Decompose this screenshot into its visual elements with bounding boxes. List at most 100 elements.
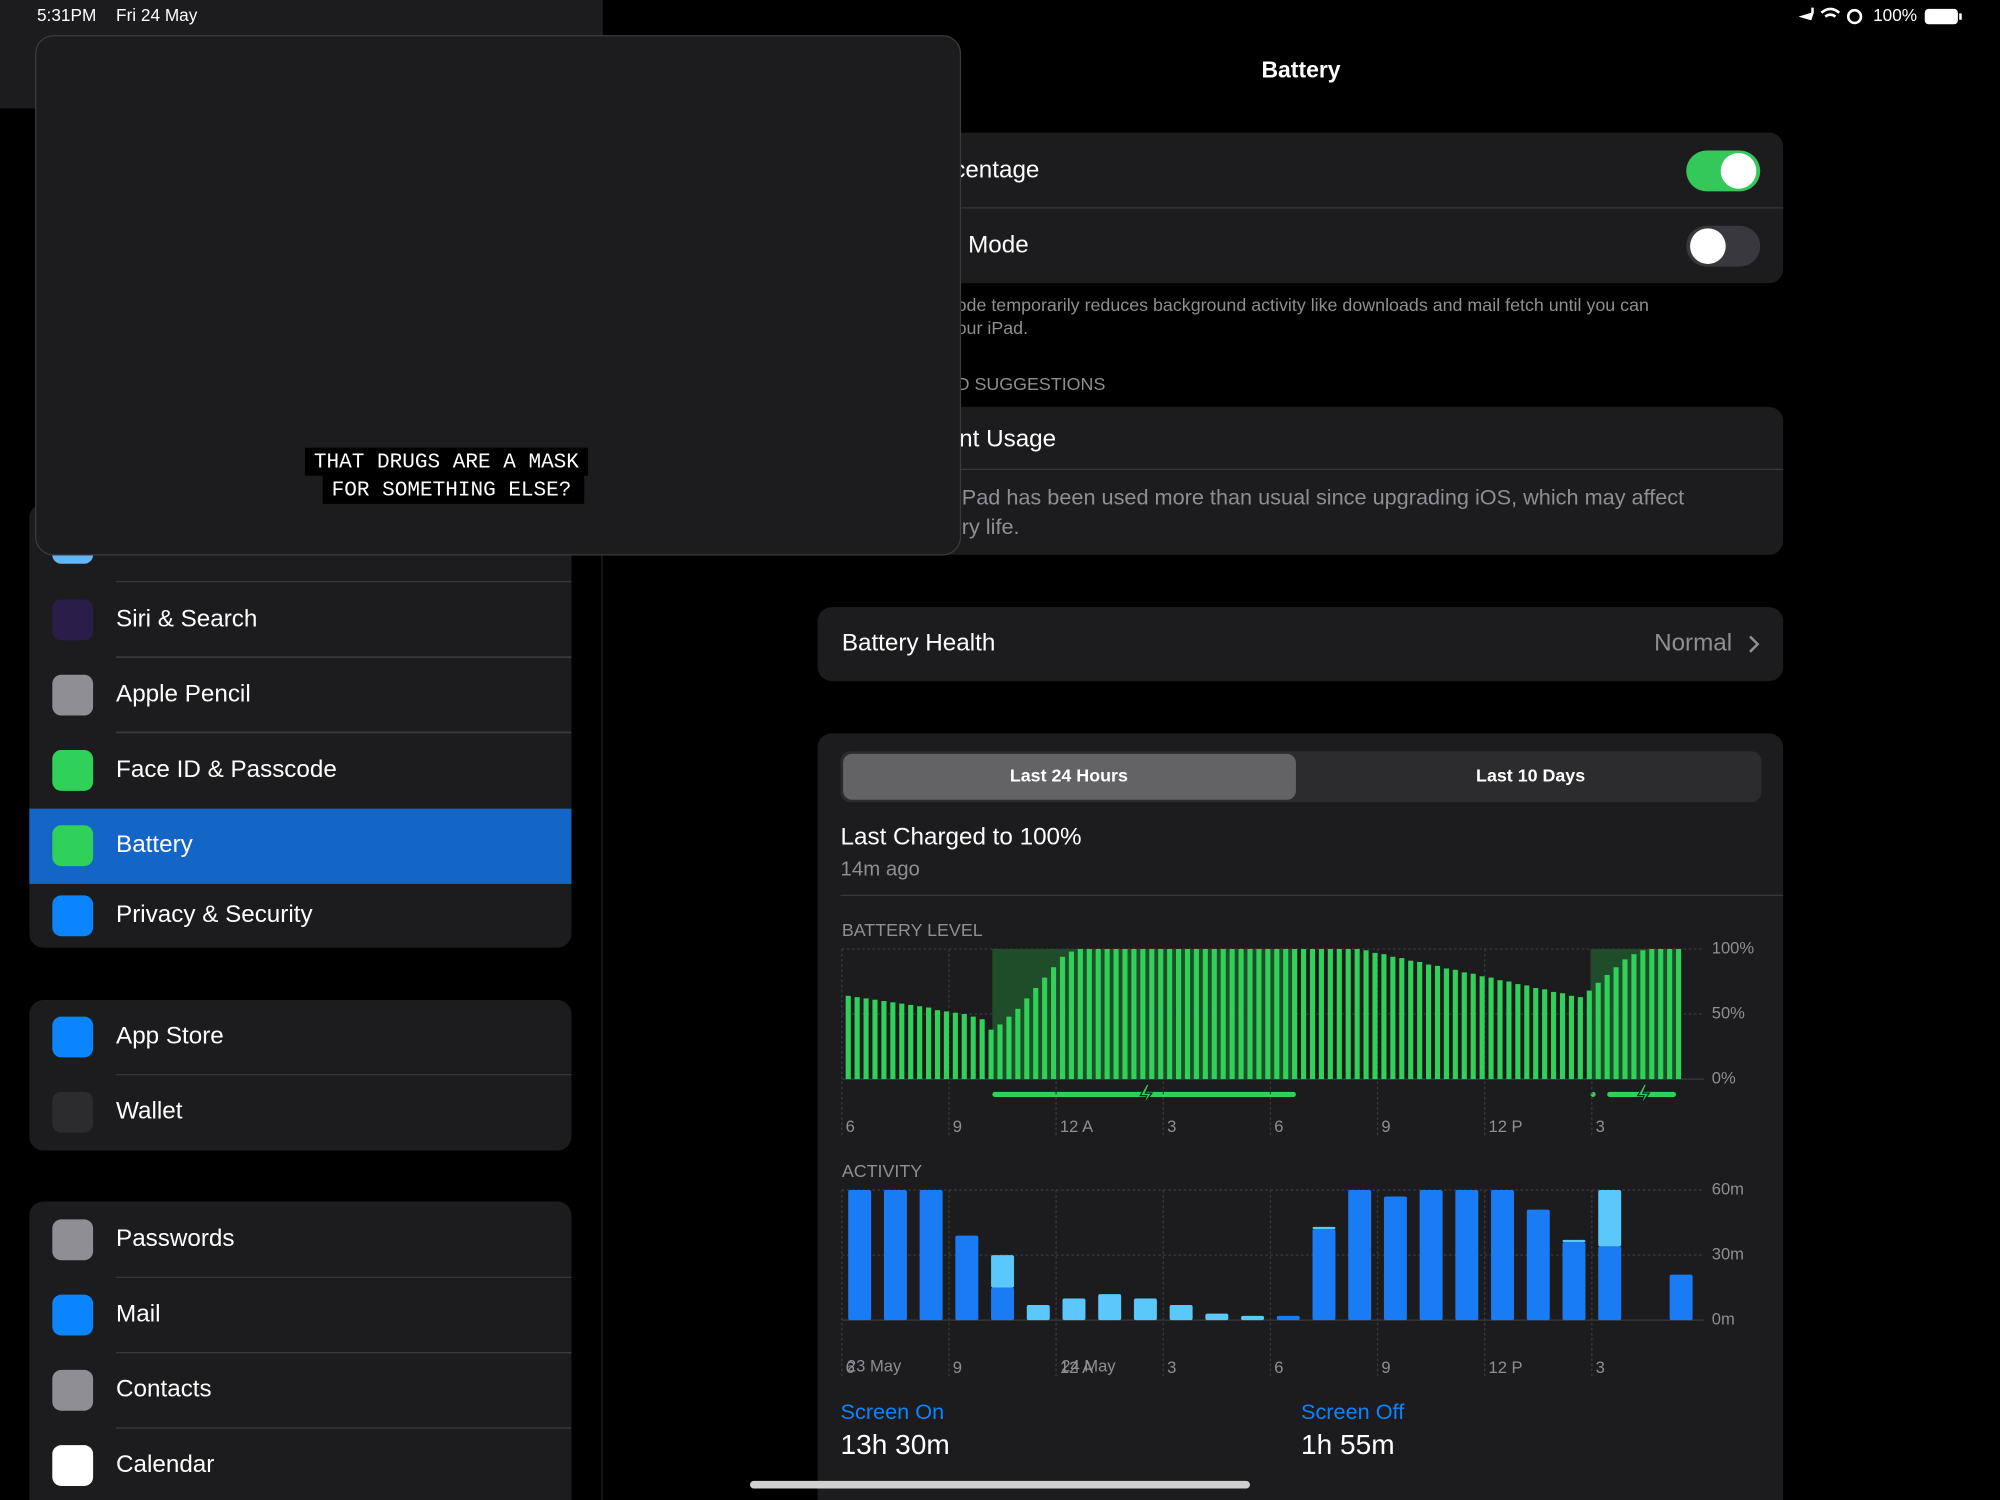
bar bbox=[1524, 985, 1530, 1080]
bar bbox=[1059, 956, 1066, 1080]
bar bbox=[1158, 948, 1164, 1080]
sidebar-item[interactable]: Contacts bbox=[116, 1376, 212, 1403]
segment[interactable]: Last 10 Days bbox=[1476, 766, 1585, 786]
x-tick-label: 12 P bbox=[1489, 1358, 1523, 1377]
summary-value: 1h 55m bbox=[1301, 1429, 1395, 1460]
nav-title: Battery bbox=[1261, 56, 1340, 82]
bar bbox=[1390, 956, 1396, 1080]
bolt bbox=[1636, 1083, 1651, 1107]
wifi-icon bbox=[1820, 7, 1841, 18]
bar bbox=[863, 998, 869, 1080]
icon bbox=[52, 895, 94, 937]
battery-tip bbox=[1959, 13, 1962, 20]
y-tick-label: 100% bbox=[1712, 938, 1755, 957]
sidebar-item[interactable]: Face ID & Passcode bbox=[116, 756, 337, 783]
bar bbox=[1381, 954, 1387, 1080]
bar-segment bbox=[1383, 1196, 1407, 1321]
suggestion-title: nt Usage bbox=[959, 425, 1056, 452]
bar bbox=[1506, 981, 1512, 1080]
bar bbox=[1372, 952, 1378, 1080]
bar-segment bbox=[1526, 1209, 1550, 1321]
y-tick-label: 60m bbox=[1712, 1179, 1744, 1198]
bar-segment bbox=[1562, 1239, 1586, 1243]
bar bbox=[854, 997, 860, 1080]
bar bbox=[1595, 982, 1601, 1080]
sidebar-item[interactable]: App Store bbox=[116, 1022, 224, 1049]
charts: BATTERY LEVEL 0% 50% 100% 6 9 12 A 3 6 9 12 P 3 ACTI… bbox=[841, 920, 1755, 1460]
bar-segment bbox=[955, 1235, 979, 1321]
bar-segment bbox=[1598, 1190, 1622, 1247]
bar-segment bbox=[1312, 1229, 1336, 1321]
bar-segment bbox=[991, 1287, 1015, 1321]
y-tick-label: 0% bbox=[1712, 1068, 1736, 1087]
bar-segment bbox=[1026, 1304, 1050, 1321]
sidebar: Siri & Search Apple Pencil Face ID & Passc… bbox=[52, 528, 572, 1486]
bar-segment bbox=[1133, 1298, 1157, 1321]
bar bbox=[1184, 948, 1191, 1080]
bar bbox=[1551, 991, 1557, 1080]
segment[interactable]: Last 24 Hours bbox=[1010, 766, 1128, 786]
bar bbox=[970, 1016, 976, 1080]
bar bbox=[1443, 968, 1449, 1080]
bar bbox=[1238, 948, 1244, 1080]
bar bbox=[988, 1029, 994, 1080]
bar bbox=[872, 999, 878, 1080]
bar bbox=[1533, 988, 1539, 1080]
x-tick-label: 12 A bbox=[1060, 1358, 1094, 1377]
overlay-window[interactable] bbox=[35, 35, 962, 556]
bar bbox=[1417, 961, 1423, 1080]
bar bbox=[1354, 948, 1360, 1080]
sidebar-item[interactable]: Mail bbox=[116, 1300, 160, 1327]
date-label: 23 May bbox=[847, 1357, 902, 1376]
bar-segment bbox=[1241, 1315, 1265, 1321]
sidebar-item[interactable]: Calendar bbox=[116, 1451, 214, 1478]
bar bbox=[1568, 995, 1574, 1080]
bar bbox=[1658, 948, 1664, 1080]
bar bbox=[1515, 984, 1521, 1080]
bar bbox=[1408, 960, 1414, 1080]
summary-value: 13h 30m bbox=[841, 1429, 950, 1460]
bar bbox=[1676, 948, 1682, 1080]
bar bbox=[1327, 948, 1333, 1080]
x-tick-label: 3 bbox=[1167, 1117, 1176, 1136]
caption: THAT DRUGS ARE A MASK bbox=[314, 450, 579, 474]
sidebar-item[interactable]: Siri & Search bbox=[116, 605, 257, 632]
home-indicator bbox=[750, 1480, 1250, 1489]
bar bbox=[1577, 997, 1583, 1080]
bar-segment bbox=[1276, 1315, 1300, 1321]
bar bbox=[1542, 989, 1548, 1080]
sidebar-item[interactable]: Privacy & Security bbox=[116, 901, 313, 928]
segment-selected[interactable] bbox=[843, 753, 1296, 800]
x-tick-label: 6 bbox=[1274, 1117, 1283, 1136]
x-tick-label: 9 bbox=[1381, 1358, 1390, 1377]
bar-segment bbox=[1491, 1190, 1515, 1321]
x-tick-label: 9 bbox=[1381, 1117, 1390, 1136]
bar bbox=[979, 1019, 985, 1080]
bar bbox=[1649, 948, 1655, 1080]
bar-segment bbox=[1455, 1190, 1479, 1321]
sidebar-item[interactable]: Apple Pencil bbox=[116, 681, 251, 708]
bar bbox=[1622, 959, 1628, 1080]
sidebar-item[interactable]: Wallet bbox=[116, 1098, 183, 1125]
bar bbox=[1274, 948, 1280, 1080]
health-row[interactable] bbox=[817, 607, 1784, 682]
bar bbox=[908, 1004, 914, 1080]
bar bbox=[1202, 948, 1208, 1080]
bar bbox=[1086, 948, 1092, 1080]
bar bbox=[1345, 948, 1351, 1080]
sidebar-item[interactable]: Passwords bbox=[116, 1225, 234, 1252]
caption-bg bbox=[322, 475, 585, 504]
bar bbox=[1318, 948, 1324, 1080]
caption: FOR SOMETHING ELSE? bbox=[332, 478, 572, 502]
bar bbox=[1113, 948, 1119, 1080]
bar bbox=[1640, 950, 1646, 1080]
x-tick-label: 3 bbox=[1596, 1117, 1605, 1136]
bar-segment bbox=[991, 1255, 1015, 1288]
bar bbox=[1211, 948, 1217, 1080]
bar bbox=[1461, 972, 1467, 1080]
bar bbox=[1434, 965, 1441, 1080]
bar bbox=[1497, 980, 1503, 1080]
sidebar-item[interactable]: Battery bbox=[116, 831, 194, 858]
